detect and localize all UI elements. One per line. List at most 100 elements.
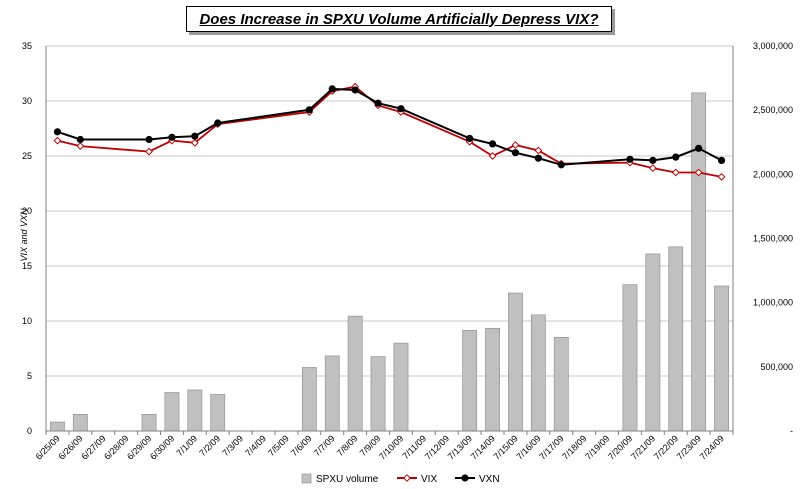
axes (45, 46, 734, 435)
legend-marker (403, 474, 411, 482)
series-line-vix (57, 85, 722, 178)
volume-bar (164, 392, 180, 432)
point-vix (534, 146, 543, 155)
x-tick-label: 6/29/09 (125, 433, 153, 461)
x-tick-label: 7/6/09 (289, 433, 314, 458)
volume-bar (324, 355, 340, 432)
bars (50, 92, 729, 432)
volume-bar (50, 421, 65, 432)
volume-bar (141, 414, 157, 432)
x-tick-label: 7/15/09 (492, 433, 520, 461)
x-tick-label: 7/21/09 (629, 433, 657, 461)
point-vix (511, 141, 520, 149)
gridlines (46, 45, 733, 432)
volume-bar (691, 92, 707, 432)
point-vxn (695, 144, 703, 152)
x-tick-label: 6/28/09 (102, 433, 130, 461)
legend: SPXU volume VIX VXN (301, 473, 500, 485)
point-vxn (534, 154, 542, 162)
x-tick-label: 7/5/09 (266, 433, 291, 458)
x-tick-label: 7/23/09 (675, 433, 703, 461)
x-tick-label: 7/16/09 (514, 433, 542, 461)
volume-bar (72, 414, 88, 432)
y-tick-label-right: 1,000,000 (753, 298, 793, 308)
volume-bar (462, 329, 478, 432)
point-vix (76, 142, 85, 151)
point-vix (671, 168, 680, 177)
volume-bar (645, 253, 661, 432)
volume-bar (187, 389, 203, 432)
volume-bar (301, 367, 317, 432)
y-tick-label-right: - (790, 426, 793, 436)
volume-bar (347, 315, 363, 432)
volume-bar (553, 337, 569, 432)
x-tick-label: 7/3/09 (220, 433, 245, 458)
y-tick-label-right: 3,000,000 (753, 41, 793, 51)
y-tick-label-left: 35 (22, 41, 32, 51)
y-tick-label-left: 0 (27, 426, 32, 436)
volume-bar (668, 246, 684, 432)
x-tick-label: 6/26/09 (56, 433, 84, 461)
x-tick-label: 7/2/09 (197, 433, 222, 458)
volume-bar (210, 394, 226, 432)
volume-bar (530, 314, 546, 432)
y-tick-label-right: 500,000 (760, 362, 793, 372)
volume-bar (370, 356, 386, 432)
y-tick-label-right: 2,000,000 (753, 169, 793, 179)
x-tick-label: 7/7/09 (312, 433, 337, 458)
point-vxn (626, 155, 634, 163)
legend-label: VXN (479, 474, 500, 485)
y-tick-label-left: 30 (22, 96, 32, 106)
x-tick-label: 7/1/09 (174, 433, 199, 458)
point-vxn (557, 161, 565, 169)
y-tick-label-left: 20 (22, 206, 32, 216)
x-tick-label: 6/30/09 (148, 433, 176, 461)
point-vxn (717, 156, 726, 164)
point-vxn (488, 140, 497, 148)
point-vxn (191, 132, 199, 140)
y-tick-label-right: 2,500,000 (753, 105, 793, 115)
x-tick-label: 7/13/09 (446, 433, 474, 461)
series-line-vxn (57, 87, 723, 166)
legend-label: SPXU volume (316, 474, 379, 485)
volume-bar (393, 342, 409, 432)
point-vxn (328, 85, 336, 93)
point-vix (717, 172, 726, 181)
volume-bar (508, 292, 523, 432)
y-tick-label-left: 10 (22, 316, 32, 326)
point-vxn (511, 149, 520, 157)
legend-swatch-bar (301, 473, 312, 484)
x-tick-label: 7/22/09 (652, 433, 680, 461)
y-tick-label-left: 15 (22, 261, 32, 271)
point-vxn (214, 119, 222, 127)
point-vix (648, 164, 657, 173)
point-vxn (649, 156, 657, 164)
point-vxn (76, 135, 84, 144)
legend-marker (461, 474, 469, 482)
y-tick-label-left: 5 (27, 371, 32, 381)
point-vix (145, 147, 153, 156)
x-tick-label: 7/8/09 (335, 433, 360, 458)
x-tick-label: 7/20/09 (606, 433, 634, 461)
point-vxn (53, 128, 62, 136)
series-lines (53, 82, 726, 181)
point-vxn (351, 86, 359, 94)
x-tick-label: 7/10/09 (377, 433, 405, 461)
point-vix (190, 138, 199, 147)
x-tick-label: 6/27/09 (79, 433, 107, 461)
point-vix (694, 168, 703, 177)
x-tick-label: 6/25/09 (34, 433, 62, 461)
point-vxn (374, 99, 382, 107)
point-vxn (397, 105, 405, 113)
x-tick-label: 7/19/09 (583, 433, 611, 461)
point-vxn (305, 106, 313, 114)
point-vxn (168, 133, 176, 141)
x-tick-label: 7/4/09 (243, 433, 268, 458)
x-tick-label: 7/24/09 (698, 433, 726, 461)
volume-bar (714, 285, 729, 432)
point-vix (53, 136, 62, 145)
x-tick-label: 7/12/09 (423, 433, 451, 461)
point-vxn (672, 153, 680, 161)
legend-label: VIX (421, 474, 437, 485)
